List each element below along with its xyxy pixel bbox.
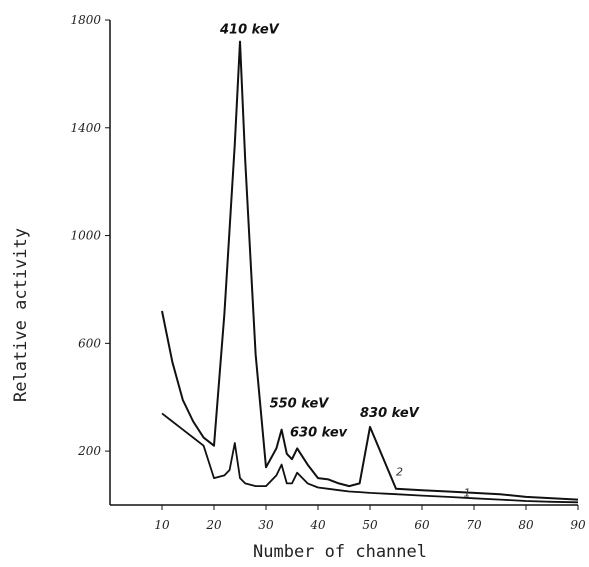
- x-tick-label: 40: [309, 518, 326, 532]
- x-tick-label: 60: [414, 518, 430, 532]
- y-tick-label: 1400: [70, 121, 101, 135]
- series-layer: 12: [162, 42, 578, 503]
- y-axis-label: Relative activity: [11, 228, 31, 402]
- peak-annotation: 830 keV: [360, 406, 420, 421]
- x-tick-label: 10: [154, 518, 170, 532]
- x-tick-label: 30: [258, 518, 274, 532]
- x-tick-label: 80: [518, 518, 534, 532]
- curve-label-1: 1: [464, 486, 471, 499]
- x-tick-label: 70: [466, 518, 482, 532]
- series-line-1: [162, 42, 578, 500]
- x-tick-label: 20: [205, 518, 222, 532]
- ticks: 10 20 30 40 50 60 70 80 90 200 600 1000 1400 1800: [70, 13, 586, 532]
- y-tick-label: 1000: [70, 229, 101, 243]
- curve-label-2: 2: [396, 465, 403, 478]
- peak-annotation: 410 keV: [219, 23, 280, 38]
- y-tick-label: 1800: [70, 13, 101, 27]
- x-tick-label: 90: [570, 518, 586, 532]
- peak-annotation: 630 kev: [290, 425, 348, 440]
- peak-annotation: 550 keV: [270, 397, 330, 412]
- y-tick-label: 600: [78, 336, 101, 350]
- x-tick-label: 50: [362, 518, 378, 532]
- y-tick-label: 200: [77, 444, 101, 458]
- x-axis-label: Number of channel: [253, 542, 427, 562]
